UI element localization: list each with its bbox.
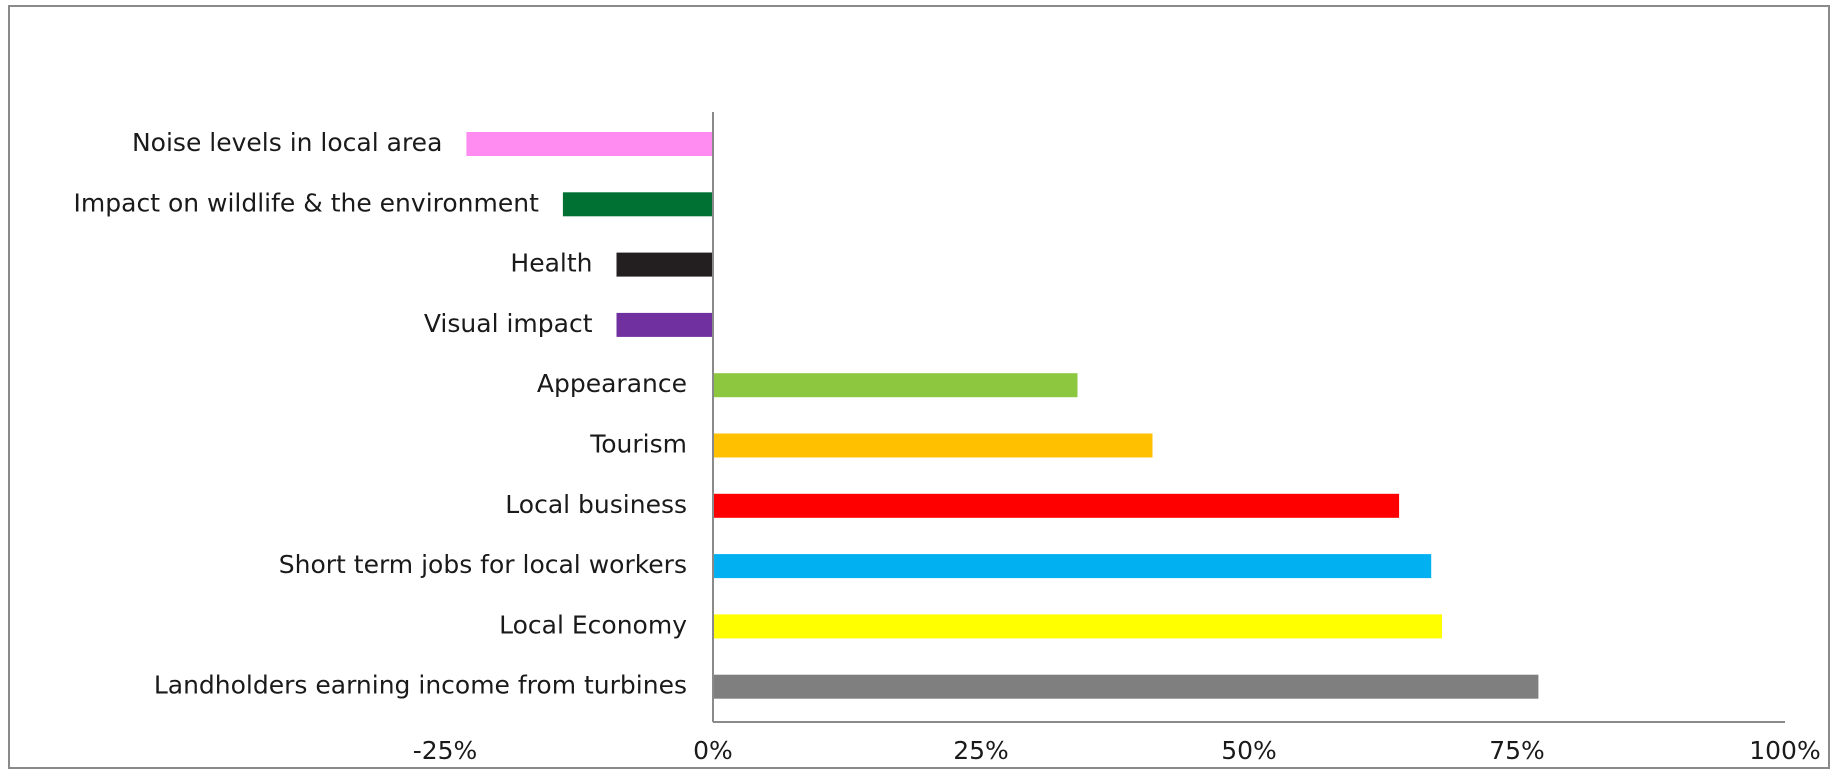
category-label: Landholders earning income from turbines	[154, 671, 687, 700]
category-label: Health	[510, 249, 592, 278]
x-tick-label: -25%	[413, 736, 478, 765]
category-label: Noise levels in local area	[132, 128, 442, 157]
bar-2	[616, 252, 713, 277]
bars-layer	[466, 132, 1539, 699]
category-label: Visual impact	[424, 309, 593, 338]
bar-7	[713, 554, 1432, 579]
category-label: Impact on wildlife & the environment	[74, 188, 540, 217]
x-tick-label: 0%	[693, 736, 733, 765]
bar-1	[562, 192, 713, 217]
category-label: Local Economy	[499, 610, 687, 639]
category-label: Tourism	[589, 430, 687, 459]
bar-3	[616, 312, 713, 337]
x-tick-labels: -25% 0% 25% 50% 75% 100%	[413, 736, 1821, 765]
category-labels: Noise levels in local area Impact on wild…	[74, 128, 688, 700]
category-label: Appearance	[537, 369, 687, 398]
x-tick-label: 75%	[1489, 736, 1545, 765]
axes	[712, 112, 1785, 723]
bar-4	[713, 373, 1078, 398]
x-tick-label: 50%	[1221, 736, 1277, 765]
x-tick-label: 100%	[1749, 736, 1820, 765]
bar-5	[713, 433, 1153, 458]
bar-9	[713, 674, 1539, 699]
category-label: Local business	[505, 490, 687, 519]
category-label: Short term jobs for local workers	[279, 550, 687, 579]
bar-8	[713, 614, 1442, 639]
x-tick-label: 25%	[953, 736, 1009, 765]
bar-0	[466, 132, 713, 156]
bar-6	[713, 493, 1400, 518]
